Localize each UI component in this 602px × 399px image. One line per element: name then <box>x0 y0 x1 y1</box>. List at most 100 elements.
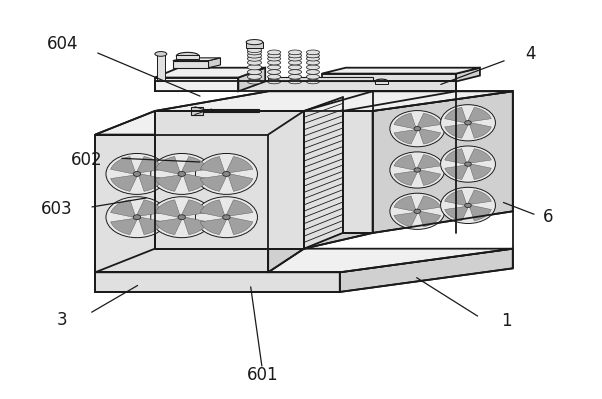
Polygon shape <box>343 111 373 233</box>
Polygon shape <box>137 200 163 216</box>
Ellipse shape <box>247 60 262 65</box>
Polygon shape <box>176 55 199 59</box>
Circle shape <box>414 209 421 213</box>
Polygon shape <box>95 111 304 134</box>
Polygon shape <box>445 190 467 205</box>
Circle shape <box>390 193 445 229</box>
Ellipse shape <box>268 74 281 79</box>
Polygon shape <box>394 154 416 170</box>
Polygon shape <box>375 81 388 84</box>
Circle shape <box>196 154 258 194</box>
Ellipse shape <box>247 47 262 53</box>
Polygon shape <box>322 68 480 73</box>
Text: 3: 3 <box>57 310 68 328</box>
Circle shape <box>390 152 445 188</box>
Polygon shape <box>246 42 263 48</box>
Ellipse shape <box>268 53 281 58</box>
Text: 603: 603 <box>41 200 72 218</box>
Ellipse shape <box>306 79 320 84</box>
Polygon shape <box>468 190 491 204</box>
Circle shape <box>465 162 471 166</box>
Polygon shape <box>394 171 418 186</box>
Ellipse shape <box>306 50 320 55</box>
Polygon shape <box>417 196 441 210</box>
Polygon shape <box>445 149 467 164</box>
Circle shape <box>133 215 141 220</box>
Polygon shape <box>470 205 491 221</box>
Polygon shape <box>111 156 135 174</box>
Ellipse shape <box>246 40 263 45</box>
Circle shape <box>106 154 168 194</box>
Circle shape <box>441 187 495 223</box>
Polygon shape <box>200 156 225 174</box>
Polygon shape <box>445 165 468 180</box>
Polygon shape <box>200 218 227 235</box>
Ellipse shape <box>268 60 281 65</box>
Circle shape <box>106 197 168 238</box>
Circle shape <box>465 120 471 125</box>
Circle shape <box>390 111 445 147</box>
Ellipse shape <box>268 50 281 55</box>
Text: 604: 604 <box>47 35 78 53</box>
Polygon shape <box>470 164 491 180</box>
Text: 1: 1 <box>501 312 512 330</box>
Ellipse shape <box>306 56 320 61</box>
Circle shape <box>414 126 421 131</box>
Polygon shape <box>155 200 180 217</box>
Polygon shape <box>343 91 513 111</box>
Polygon shape <box>268 77 373 81</box>
Polygon shape <box>394 212 418 227</box>
Ellipse shape <box>268 65 281 70</box>
Polygon shape <box>200 109 259 112</box>
Text: 6: 6 <box>543 208 554 226</box>
Polygon shape <box>137 156 163 173</box>
Ellipse shape <box>155 51 167 56</box>
Circle shape <box>441 146 495 182</box>
Polygon shape <box>183 217 208 235</box>
Circle shape <box>465 203 471 207</box>
Circle shape <box>414 168 421 172</box>
Circle shape <box>196 197 258 238</box>
Polygon shape <box>181 200 208 216</box>
Polygon shape <box>419 170 441 186</box>
Ellipse shape <box>288 56 302 61</box>
Ellipse shape <box>306 60 320 65</box>
Text: 4: 4 <box>526 45 536 63</box>
Ellipse shape <box>247 53 262 58</box>
Ellipse shape <box>288 70 302 74</box>
Polygon shape <box>304 91 456 249</box>
Ellipse shape <box>306 53 320 58</box>
Polygon shape <box>138 217 163 235</box>
Polygon shape <box>200 200 225 217</box>
Ellipse shape <box>375 79 388 84</box>
Text: 601: 601 <box>246 365 278 383</box>
Polygon shape <box>155 91 456 111</box>
Ellipse shape <box>288 74 302 79</box>
Ellipse shape <box>306 74 320 79</box>
Ellipse shape <box>247 50 262 55</box>
Polygon shape <box>228 174 253 191</box>
Polygon shape <box>419 128 441 144</box>
Polygon shape <box>173 61 208 68</box>
Polygon shape <box>394 130 418 144</box>
Polygon shape <box>111 218 137 235</box>
Polygon shape <box>181 156 208 173</box>
Polygon shape <box>111 175 137 191</box>
Ellipse shape <box>268 70 281 74</box>
Polygon shape <box>322 73 456 81</box>
Polygon shape <box>417 154 441 169</box>
Polygon shape <box>173 58 220 61</box>
Polygon shape <box>373 91 513 233</box>
Polygon shape <box>228 217 253 235</box>
Ellipse shape <box>268 79 281 84</box>
Polygon shape <box>340 249 513 292</box>
Polygon shape <box>456 68 480 81</box>
Polygon shape <box>445 206 468 221</box>
Ellipse shape <box>247 56 262 61</box>
Polygon shape <box>394 113 416 129</box>
Ellipse shape <box>306 65 320 70</box>
Circle shape <box>150 197 213 238</box>
Circle shape <box>133 172 141 176</box>
Ellipse shape <box>288 60 302 65</box>
Ellipse shape <box>288 50 302 55</box>
